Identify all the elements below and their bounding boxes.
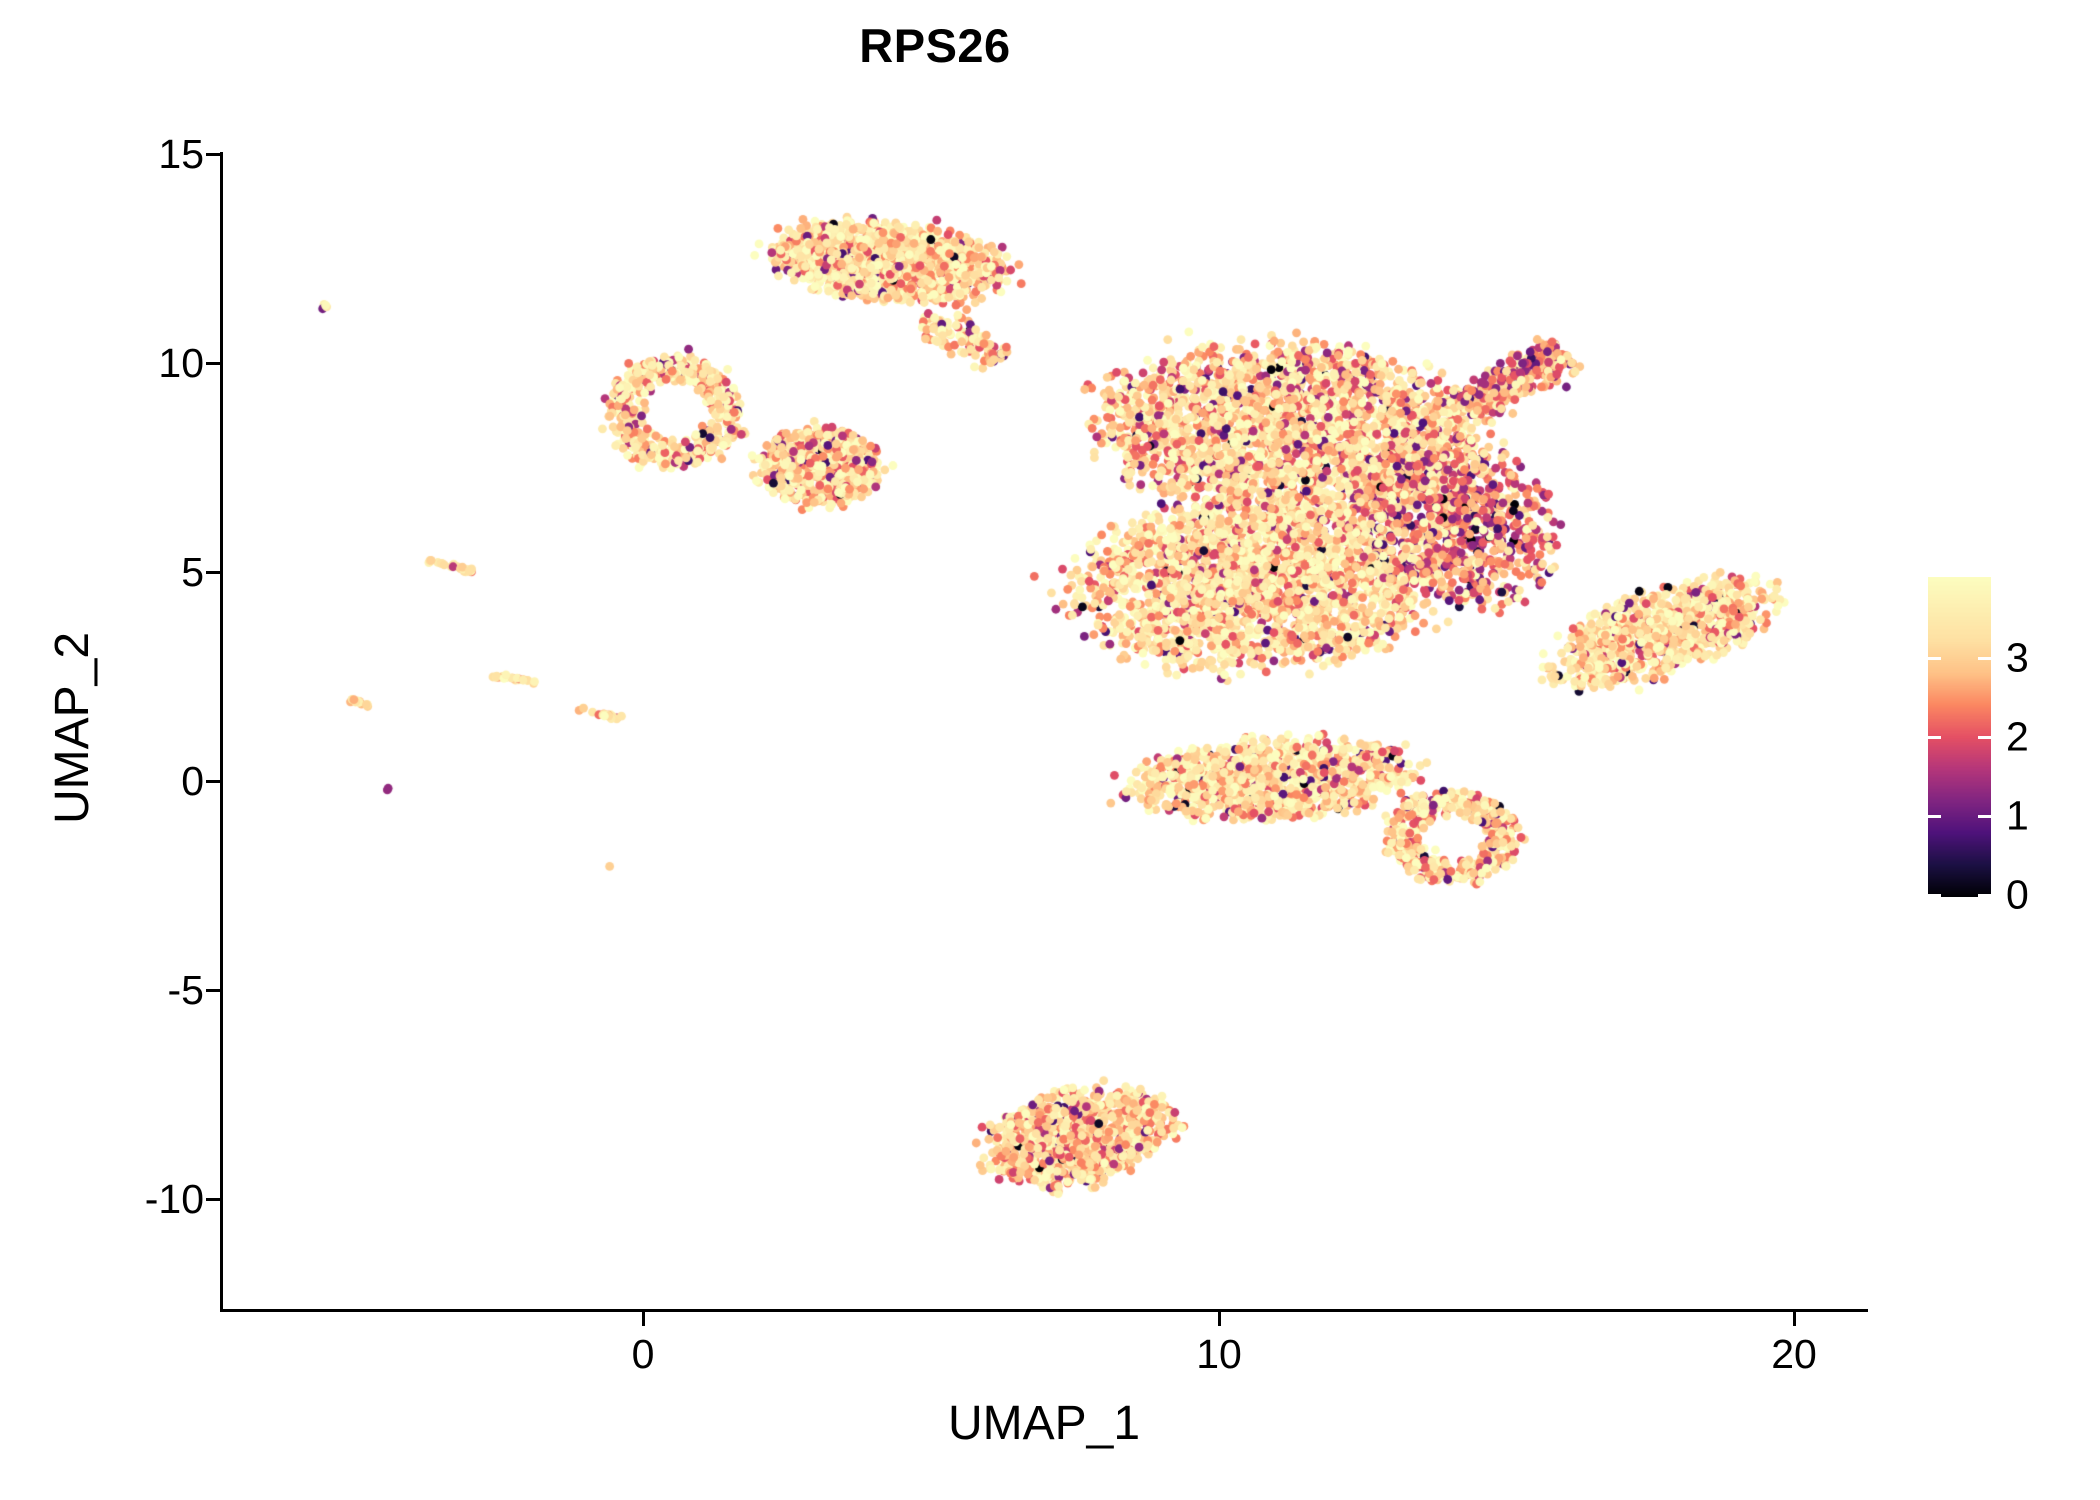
colorbar-tick-1-right <box>1978 815 1991 818</box>
x-ticklabel-20: 20 <box>1771 1331 1817 1377</box>
y-ticklabel-minus5: -5 <box>167 967 204 1013</box>
colorbar-tick-3-left <box>1928 657 1941 660</box>
y-tick-5 <box>206 571 220 574</box>
y-tick-10 <box>206 362 220 365</box>
page-title: RPS26 <box>859 19 1011 72</box>
x-tick-0 <box>642 1312 645 1326</box>
y-ticklabel-5: 5 <box>181 549 204 595</box>
y-ticklabel-10: 10 <box>158 340 204 386</box>
colorbar-tick-1-left <box>1928 815 1941 818</box>
y-tick-0 <box>206 780 220 783</box>
colorbar-tick-3-right <box>1978 657 1991 660</box>
y-axis-line <box>220 152 223 1312</box>
x-ticklabel-0: 0 <box>631 1331 655 1377</box>
colorbar-label-2: 2 <box>2006 713 2029 760</box>
x-tick-10 <box>1218 1312 1221 1326</box>
y-tick-15 <box>206 153 220 156</box>
colorbar-tick-2-right <box>1978 736 1991 739</box>
x-tick-20 <box>1793 1312 1796 1326</box>
y-ticklabel-15: 15 <box>158 131 204 177</box>
colorbar-legend: 3 2 1 0 <box>1928 577 2078 915</box>
colorbar-tick-0-right <box>1978 894 1991 897</box>
scatter-plot-area <box>222 120 1868 1310</box>
colorbar-tick-0-left <box>1928 894 1941 897</box>
colorbar-tick-2-left <box>1928 736 1941 739</box>
y-tick-minus5 <box>206 989 220 992</box>
colorbar-label-0: 0 <box>2006 871 2029 918</box>
colorbar-label-1: 1 <box>2006 792 2029 839</box>
y-axis-title: UMAP_2 <box>46 631 99 825</box>
colorbar-label-3: 3 <box>2006 634 2029 681</box>
y-ticklabel-0: 0 <box>181 758 204 804</box>
x-axis-line <box>220 1309 1868 1312</box>
x-ticklabel-10: 10 <box>1196 1331 1242 1377</box>
y-ticklabel-minus10: -10 <box>144 1176 204 1222</box>
y-tick-minus10 <box>206 1198 220 1201</box>
x-axis-title: UMAP_1 <box>947 1397 1141 1450</box>
